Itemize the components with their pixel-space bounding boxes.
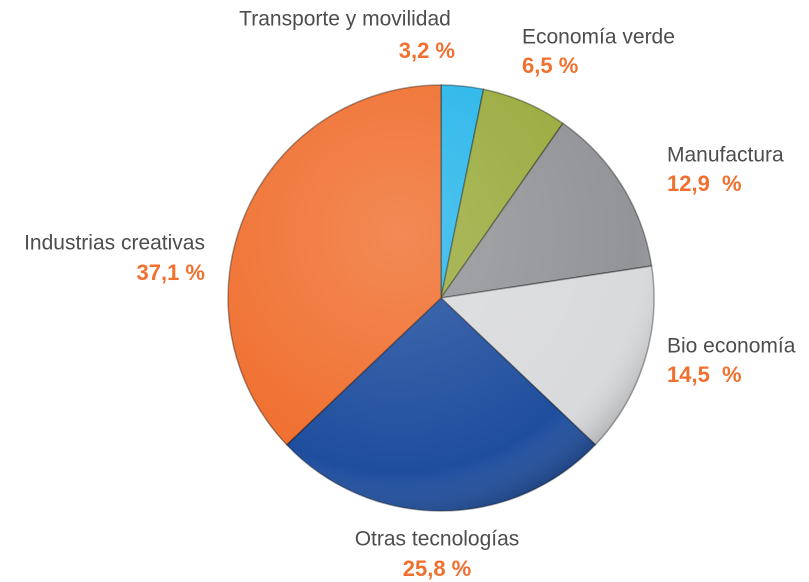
pie <box>227 84 655 512</box>
slice-name: Bio economía <box>667 335 796 358</box>
labels: Transporte y movilidad 3,2 % Economía verd… <box>24 8 796 581</box>
slice-name: Economía verde <box>522 26 675 49</box>
slice-value-label: 14,5 % <box>667 362 742 387</box>
slice-value-label: 6,5 % <box>522 53 578 78</box>
slice-name: Transporte y movilidad <box>239 8 451 31</box>
slice-value-label: 25,8 % <box>403 556 472 581</box>
slice-value-label: 3,2 % <box>399 38 455 63</box>
slice-name: Industrias creativas <box>24 232 205 255</box>
slice-name: Manufactura <box>667 144 784 167</box>
slice-value-label: 12,9 % <box>667 171 742 196</box>
slice-value-label: 37,1 % <box>137 260 206 285</box>
slice-name: Otras tecnologías <box>355 528 520 551</box>
